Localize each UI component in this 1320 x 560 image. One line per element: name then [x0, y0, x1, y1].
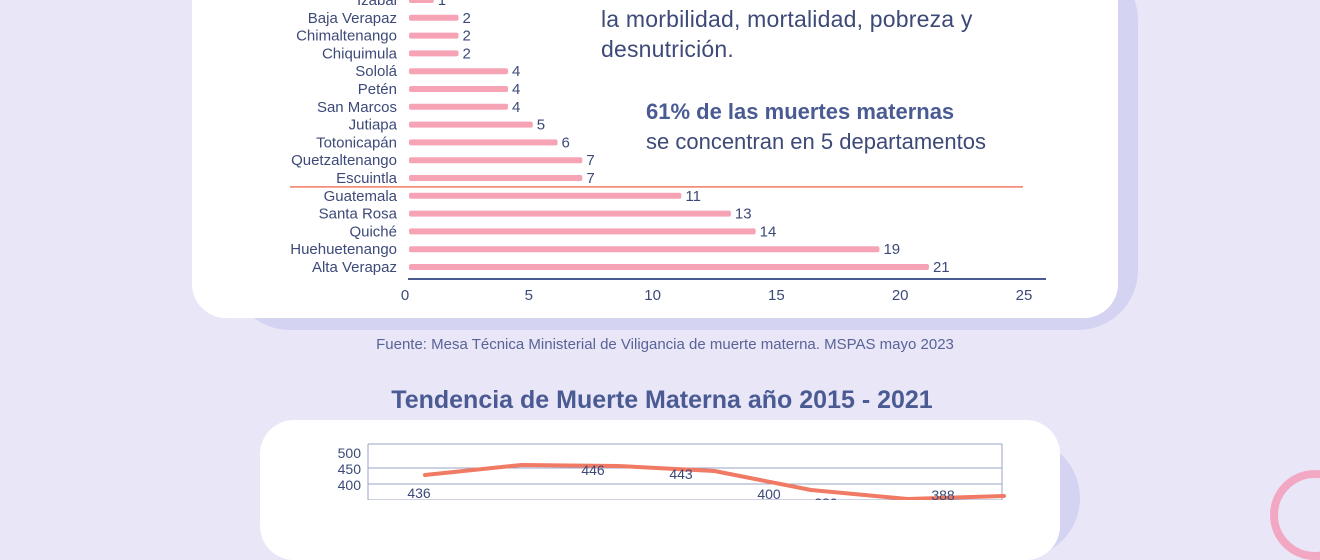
- category-label: Huehuetenango: [290, 241, 397, 258]
- line-point-label: 380: [814, 495, 838, 500]
- line-point-label: 400: [757, 486, 781, 500]
- bar: [409, 86, 509, 92]
- bar: [409, 228, 756, 235]
- category-label: Escuintla: [336, 170, 398, 187]
- bar-value-label: 2: [463, 45, 471, 62]
- bar: [409, 175, 583, 181]
- trend-line: [423, 463, 1006, 500]
- category-label: Quetzaltenango: [291, 152, 397, 169]
- category-label: Quiché: [349, 223, 397, 240]
- bar: [409, 121, 533, 128]
- category-label: Totonicapán: [316, 134, 397, 151]
- x-tick-label: 0: [401, 287, 409, 304]
- bar-value-label: 6: [562, 134, 570, 151]
- category-label: Chiquimula: [322, 45, 398, 62]
- highlight-text: 61% de las muertes maternas se concentra…: [646, 97, 986, 157]
- highlight-rest: se concentran en 5 departamentos: [646, 129, 987, 154]
- line-point-label: 446: [581, 462, 605, 478]
- bar-value-label: 4: [512, 63, 520, 80]
- trend-title: Tendencia de Muerte Materna año 2015 - 2…: [391, 386, 933, 414]
- bar-value-label: 1: [438, 0, 446, 9]
- bar-value-label: 4: [512, 81, 520, 98]
- category-label: San Marcos: [317, 99, 397, 116]
- category-label: Baja Verapaz: [308, 10, 397, 27]
- y-tick-label: 500: [338, 445, 362, 461]
- category-label: Guatemala: [324, 188, 398, 205]
- category-label: Jutiapa: [349, 117, 398, 134]
- bar: [409, 32, 459, 39]
- category-label: Santa Rosa: [319, 206, 398, 223]
- bar: [409, 14, 459, 21]
- bar-value-label: 2: [463, 10, 471, 27]
- line-point-label: 436: [407, 485, 431, 500]
- bar-value-label: 11: [685, 188, 701, 205]
- bar-value-label: 7: [586, 170, 594, 187]
- x-tick-label: 20: [892, 287, 909, 304]
- line-point-label: 388: [931, 487, 955, 500]
- bar: [409, 139, 558, 146]
- highlight-strong: 61% de las muertes maternas: [646, 99, 955, 124]
- bar-value-label: 5: [537, 117, 545, 134]
- y-tick-label: 400: [338, 477, 362, 493]
- bar-value-label: 14: [760, 223, 777, 240]
- bar-value-label: 4: [512, 99, 520, 116]
- bar-value-label: 19: [883, 241, 900, 258]
- category-label: Petén: [358, 81, 397, 98]
- bar-value-label: 21: [933, 259, 950, 276]
- bar: [409, 210, 731, 217]
- bar: [409, 50, 459, 57]
- x-tick-label: 25: [1016, 287, 1033, 304]
- bar-value-label: 2: [463, 28, 471, 45]
- bar-value-label: 7: [586, 152, 594, 169]
- bar: [409, 157, 583, 164]
- category-label: Izabal: [357, 0, 397, 9]
- line-chart: 500450400436446443400380388: [338, 443, 1006, 500]
- bar: [409, 103, 509, 110]
- description-text: la morbilidad, mortalidad, pobreza y des…: [601, 4, 973, 64]
- category-label: Alta Verapaz: [312, 259, 397, 276]
- bar-value-label: 13: [735, 206, 752, 223]
- category-label: Sololá: [355, 63, 397, 80]
- bar: [409, 192, 682, 199]
- category-label: Chimaltenango: [296, 28, 397, 45]
- y-tick-label: 450: [338, 461, 362, 477]
- x-tick-label: 10: [644, 287, 661, 304]
- source-note: Fuente: Mesa Técnica Ministerial de Vili…: [376, 336, 954, 353]
- x-tick-label: 15: [768, 287, 785, 304]
- bar: [409, 246, 880, 253]
- x-tick-label: 5: [525, 287, 533, 304]
- description-line-2: desnutrición.: [601, 36, 735, 62]
- bar: [409, 264, 929, 270]
- bar-chart: Izabal 1 Baja Verapaz 2 Chimaltenango 2 Chiqui…: [290, 0, 1046, 304]
- line-point-label: 443: [669, 466, 693, 482]
- bar: [409, 68, 509, 75]
- description-line-1: la morbilidad, mortalidad, pobreza y: [601, 6, 973, 32]
- bar: [409, 0, 434, 3]
